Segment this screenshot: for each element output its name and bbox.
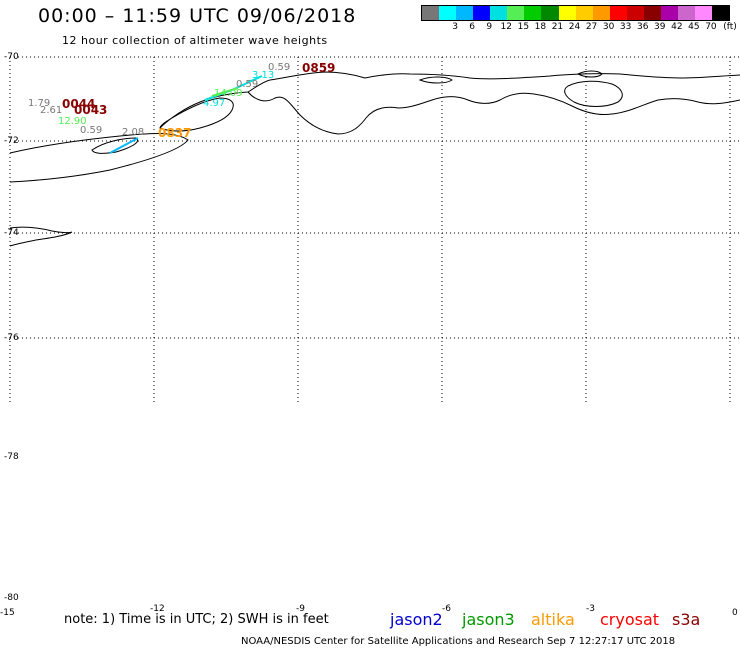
satellite-name-0: jason2	[390, 610, 443, 629]
overlay-tick-4: -3	[586, 604, 595, 614]
observation-value: 4.97	[203, 98, 226, 109]
coastline-north	[159, 71, 740, 129]
overlay-tick-2: -9	[296, 604, 305, 614]
graticule	[9, 56, 740, 405]
legend-swatch-2	[456, 6, 474, 20]
observation-value: 1.79	[28, 98, 51, 109]
legend-swatch-0	[422, 6, 440, 20]
observation-value: 2.61	[40, 105, 63, 116]
pass-time-label: 0043	[74, 103, 108, 117]
legend-label-1: 6	[469, 22, 476, 32]
pass-time-label: 0044	[62, 97, 96, 111]
legend-label-7: 24	[568, 22, 581, 32]
legend-label-6: 21	[551, 22, 564, 32]
lat-label-4: -78	[4, 452, 19, 462]
pass-time-label: 0837	[158, 126, 192, 140]
map-title: 00:00 – 11:59 UTC 09/06/2018	[38, 5, 357, 27]
observation-value: 12.90	[58, 116, 87, 127]
legend-swatch-8	[558, 6, 576, 20]
legend-swatch-7	[541, 6, 559, 20]
legend-label-8: 27	[585, 22, 598, 32]
satellite-tracks	[109, 75, 263, 154]
map-subtitle: 12 hour collection of altimeter wave hei…	[62, 34, 328, 47]
legend-label-4: 15	[517, 22, 530, 32]
observation-value: 0.59	[236, 79, 259, 90]
track-cyan-west	[109, 137, 139, 154]
lat-label-0: -70	[4, 52, 19, 62]
edge-label-left: -15	[0, 608, 15, 618]
legend-label-5: 18	[534, 22, 547, 32]
coastline-south-fragment	[9, 226, 73, 247]
island-east	[564, 80, 623, 107]
lat-label-2: -74	[4, 228, 19, 238]
observation-value: 0.59	[80, 125, 103, 136]
legend-swatch-3	[473, 6, 491, 20]
legend-swatch-4	[490, 6, 508, 20]
satellite-name-2: altika	[531, 610, 575, 629]
satellite-name-4: s3a	[672, 610, 701, 629]
legend-swatch-10	[592, 6, 610, 20]
overlay-tick-1: -12	[150, 604, 165, 614]
legend-swatch-15	[677, 6, 695, 20]
islet-east	[576, 70, 603, 78]
coastline-west	[9, 132, 189, 183]
track-green-north	[211, 87, 239, 97]
legend-label-14: 45	[688, 22, 700, 32]
lat-label-1: -72	[4, 136, 19, 146]
legend-label-3: 12	[500, 22, 512, 32]
edge-label-right: 0	[732, 608, 738, 618]
satellite-name-3: cryosat	[600, 610, 660, 629]
legend-swatch-9	[575, 6, 593, 20]
legend-swatch-1	[439, 6, 457, 20]
lat-label-5: -80	[4, 593, 19, 603]
legend-swatch-13	[643, 6, 661, 20]
overlay-tick-3: -6	[442, 604, 451, 614]
wave-height-color-legend	[421, 5, 730, 21]
legend-label-15: 70	[705, 22, 717, 32]
units-note: note: 1) Time is in UTC; 2) SWH is in fe…	[64, 612, 329, 627]
island-west	[91, 137, 138, 154]
legend-unit: (ft)	[723, 22, 737, 32]
legend-swatch-11	[609, 6, 627, 20]
coastline	[9, 70, 740, 247]
legend-swatch-5	[507, 6, 525, 20]
legend-label-9: 30	[602, 22, 615, 32]
legend-swatch-17	[712, 6, 730, 20]
observation-value: 2.08	[122, 127, 145, 138]
observation-value: 0.59	[268, 62, 291, 73]
observation-value: 3.13	[252, 70, 275, 81]
legend-label-13: 42	[671, 22, 683, 32]
peninsula-shelf	[159, 97, 234, 132]
observation-value: 14.09	[214, 88, 243, 99]
satellite-name-1: jason3	[462, 610, 515, 629]
pass-time-label: 0859	[302, 61, 336, 75]
legend-swatch-14	[660, 6, 678, 20]
legend-swatch-6	[524, 6, 542, 20]
legend-label-0: 3	[452, 22, 458, 32]
legend-swatch-12	[626, 6, 644, 20]
lat-label-3: -76	[4, 333, 19, 343]
legend-labels: 3 6 9 12 15 18 21 24 27 30 33 36 39 42 45 70 (ft)	[421, 22, 739, 34]
islet-central	[418, 76, 453, 84]
legend-label-12: 39	[654, 22, 666, 32]
coastline-ice-shelf	[247, 91, 740, 135]
attribution-footer: NOAA/NESDIS Center for Satellite Applica…	[241, 636, 676, 647]
legend-label-10: 33	[619, 22, 632, 32]
legend-label-2: 9	[486, 22, 493, 32]
legend-label-11: 36	[636, 22, 649, 32]
legend-swatch-16	[695, 6, 713, 20]
